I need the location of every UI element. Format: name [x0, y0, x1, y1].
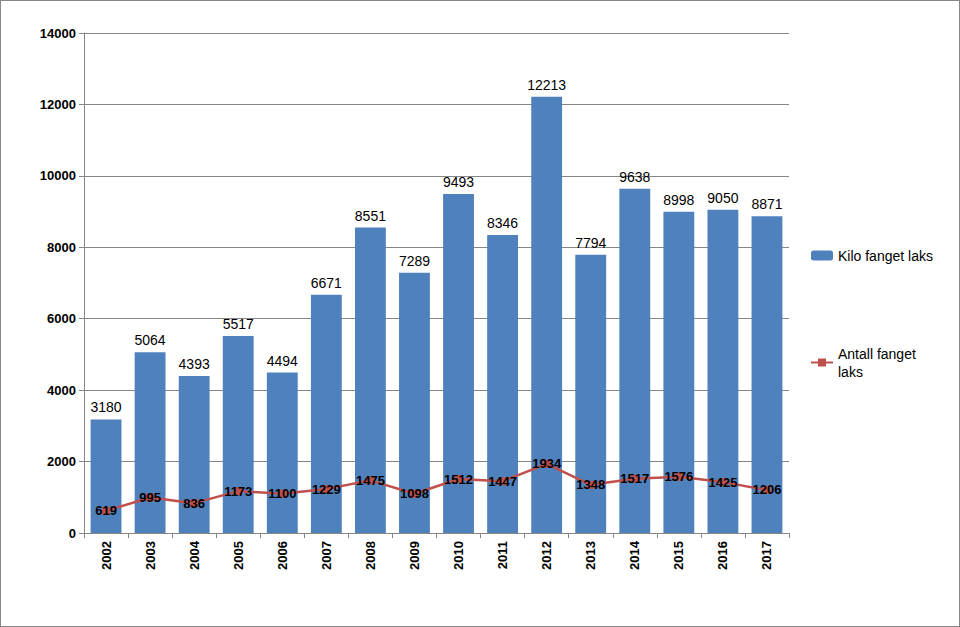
svg-text:14000: 14000	[40, 26, 76, 41]
svg-text:7289: 7289	[399, 253, 430, 269]
svg-text:1173: 1173	[224, 484, 252, 499]
svg-text:995: 995	[139, 490, 161, 505]
svg-text:1475: 1475	[356, 473, 385, 488]
svg-text:2005: 2005	[231, 541, 246, 570]
svg-text:2011: 2011	[495, 541, 510, 569]
svg-text:1447: 1447	[488, 474, 517, 489]
svg-text:5064: 5064	[135, 332, 166, 348]
svg-text:8000: 8000	[47, 240, 76, 255]
svg-text:1934: 1934	[532, 456, 562, 471]
svg-text:1206: 1206	[753, 482, 782, 497]
svg-text:1512: 1512	[444, 472, 473, 487]
svg-text:2012: 2012	[539, 541, 554, 570]
svg-text:8998: 8998	[663, 192, 694, 208]
svg-text:0: 0	[69, 526, 76, 541]
svg-text:12213: 12213	[527, 77, 566, 93]
svg-text:2008: 2008	[363, 541, 378, 570]
svg-text:4494: 4494	[267, 353, 298, 369]
svg-text:8551: 8551	[355, 208, 386, 224]
svg-text:laks: laks	[838, 364, 863, 380]
svg-text:2004: 2004	[187, 540, 202, 570]
svg-text:6671: 6671	[311, 275, 342, 291]
svg-text:1229: 1229	[312, 482, 341, 497]
svg-text:2016: 2016	[715, 541, 730, 570]
svg-text:2006: 2006	[275, 541, 290, 570]
svg-text:9638: 9638	[619, 169, 650, 185]
svg-text:1517: 1517	[620, 471, 649, 486]
svg-text:12000: 12000	[40, 97, 76, 112]
svg-text:2010: 2010	[451, 541, 466, 570]
svg-text:2002: 2002	[99, 541, 114, 570]
svg-text:3180: 3180	[90, 399, 121, 415]
svg-text:2015: 2015	[671, 541, 686, 570]
svg-text:8346: 8346	[487, 215, 518, 231]
svg-text:8871: 8871	[751, 196, 782, 212]
svg-text:836: 836	[183, 496, 205, 511]
svg-text:1100: 1100	[268, 486, 296, 501]
svg-text:5517: 5517	[223, 316, 254, 332]
svg-text:2013: 2013	[583, 541, 598, 570]
svg-text:2017: 2017	[759, 541, 774, 570]
svg-text:4000: 4000	[47, 383, 76, 398]
svg-text:619: 619	[95, 503, 117, 518]
svg-text:Antall fanget: Antall fanget	[838, 346, 920, 362]
svg-text:4393: 4393	[179, 356, 210, 372]
svg-text:1576: 1576	[664, 469, 693, 484]
svg-text:Kilo fanget laks: Kilo fanget laks	[838, 248, 933, 264]
svg-text:7794: 7794	[575, 235, 606, 251]
svg-text:9050: 9050	[707, 190, 738, 206]
svg-text:1098: 1098	[400, 486, 429, 501]
svg-text:2009: 2009	[407, 541, 422, 570]
svg-text:2000: 2000	[47, 454, 76, 469]
svg-text:1425: 1425	[708, 475, 737, 490]
svg-text:2003: 2003	[143, 541, 158, 570]
svg-text:10000: 10000	[40, 168, 76, 183]
svg-text:1348: 1348	[576, 477, 605, 492]
svg-text:2007: 2007	[319, 541, 334, 570]
svg-text:9493: 9493	[443, 174, 474, 190]
svg-text:2014: 2014	[627, 540, 642, 570]
svg-text:6000: 6000	[47, 311, 76, 326]
